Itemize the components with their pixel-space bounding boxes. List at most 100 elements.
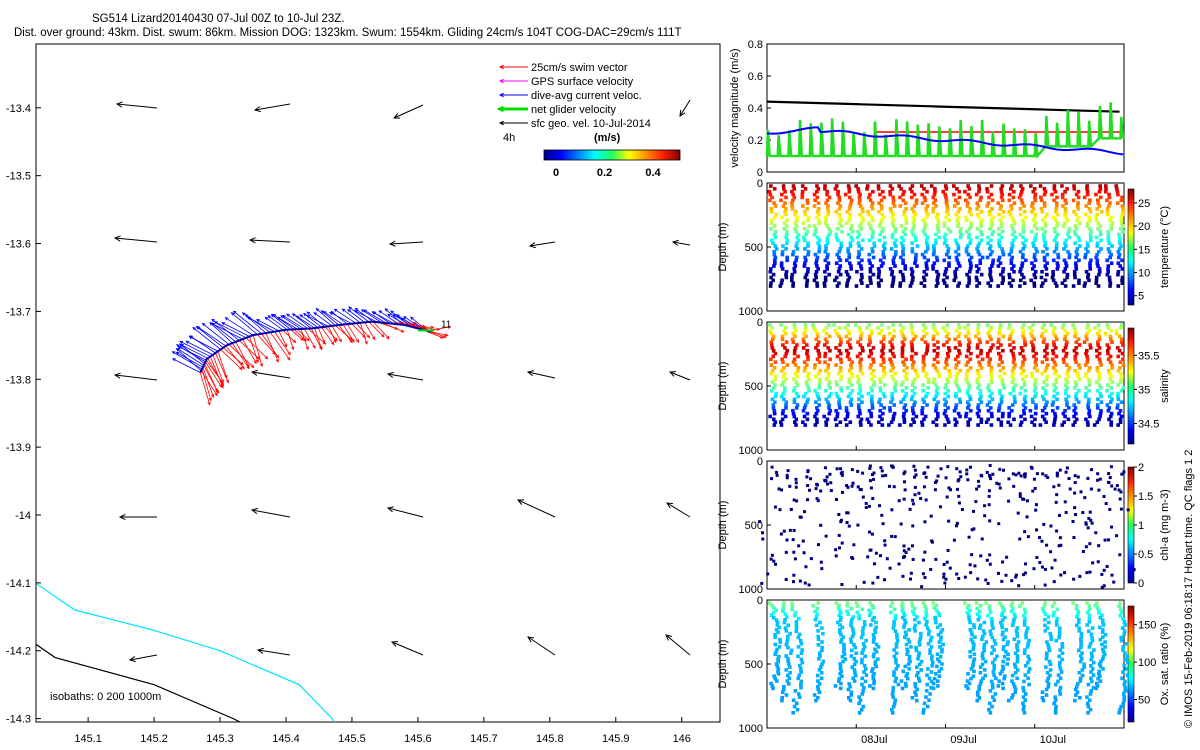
data-point bbox=[773, 676, 778, 681]
data-point bbox=[1007, 198, 1012, 203]
data-point bbox=[871, 272, 876, 277]
data-point bbox=[1123, 623, 1128, 627]
data-point bbox=[1098, 411, 1103, 416]
colorbar-tick-label: 10 bbox=[1138, 268, 1150, 280]
data-point bbox=[1055, 267, 1060, 271]
data-point bbox=[853, 323, 858, 327]
data-point bbox=[969, 264, 973, 268]
data-point bbox=[1012, 269, 1016, 274]
data-point bbox=[913, 493, 917, 497]
data-point bbox=[1117, 232, 1121, 237]
data-point bbox=[1109, 252, 1113, 257]
geostrophic-arrow bbox=[248, 237, 291, 244]
data-point bbox=[1118, 417, 1123, 422]
data-point bbox=[1096, 397, 1100, 402]
data-point bbox=[988, 464, 992, 468]
data-point bbox=[964, 215, 968, 220]
data-point bbox=[826, 323, 831, 327]
panel-x-tick-label: 08Jul bbox=[861, 734, 887, 746]
data-point bbox=[1010, 227, 1015, 231]
data-point bbox=[1083, 394, 1088, 399]
data-point bbox=[934, 394, 938, 399]
data-point bbox=[958, 400, 963, 404]
data-point bbox=[851, 629, 855, 633]
data-point bbox=[847, 261, 852, 265]
data-point bbox=[990, 198, 995, 203]
data-point bbox=[1023, 663, 1028, 668]
data-point bbox=[770, 553, 774, 557]
swim-vector bbox=[351, 323, 366, 339]
data-point bbox=[1018, 212, 1023, 217]
data-point bbox=[964, 411, 969, 416]
data-point bbox=[1107, 368, 1111, 373]
data-point bbox=[924, 331, 929, 336]
data-point bbox=[1043, 388, 1048, 393]
data-point bbox=[1020, 187, 1025, 191]
data-point bbox=[827, 383, 831, 387]
data-point bbox=[1120, 374, 1124, 379]
data-point bbox=[967, 209, 972, 214]
data-point bbox=[944, 357, 949, 362]
data-point bbox=[839, 218, 843, 223]
data-point bbox=[895, 638, 900, 643]
data-point bbox=[1020, 348, 1025, 353]
data-point bbox=[1001, 560, 1005, 564]
data-point bbox=[1057, 632, 1062, 637]
data-point bbox=[826, 363, 831, 367]
data-point bbox=[966, 603, 971, 608]
data-point bbox=[838, 247, 843, 251]
data-point bbox=[916, 676, 921, 681]
data-point bbox=[815, 612, 819, 616]
data-point bbox=[784, 212, 788, 217]
data-point bbox=[836, 606, 841, 610]
data-point bbox=[905, 671, 910, 676]
swim-vector bbox=[355, 322, 371, 339]
data-point bbox=[1098, 187, 1103, 191]
panel-y-tick-label: 0 bbox=[757, 595, 763, 607]
data-point bbox=[816, 348, 820, 353]
data-point bbox=[934, 417, 939, 422]
data-point bbox=[921, 601, 926, 605]
data-point bbox=[890, 601, 895, 605]
data-point bbox=[915, 244, 920, 248]
data-point bbox=[781, 603, 786, 608]
data-point bbox=[1001, 686, 1005, 691]
data-point bbox=[1109, 420, 1114, 424]
data-point bbox=[893, 616, 898, 621]
data-point bbox=[803, 275, 808, 280]
data-point bbox=[1017, 584, 1021, 588]
swim-vector bbox=[335, 325, 353, 341]
data-point bbox=[826, 252, 830, 257]
data-point bbox=[791, 538, 795, 542]
data-point bbox=[1074, 693, 1078, 697]
data-point bbox=[877, 284, 881, 288]
data-point bbox=[859, 635, 864, 640]
swim-vector bbox=[269, 332, 291, 361]
data-point bbox=[924, 238, 929, 243]
data-point bbox=[806, 371, 811, 376]
data-point bbox=[974, 601, 979, 605]
data-point bbox=[1060, 651, 1065, 655]
data-point bbox=[952, 538, 956, 542]
data-point bbox=[860, 607, 865, 612]
data-point bbox=[812, 192, 817, 197]
data-point bbox=[1101, 667, 1105, 671]
data-point bbox=[1102, 584, 1106, 588]
data-point bbox=[877, 238, 882, 243]
data-point bbox=[1054, 377, 1059, 382]
data-point bbox=[1100, 585, 1104, 589]
data-point bbox=[913, 334, 918, 339]
data-point bbox=[790, 189, 794, 194]
data-point bbox=[1116, 269, 1121, 274]
data-point bbox=[877, 224, 882, 228]
data-point bbox=[862, 580, 866, 584]
data-point bbox=[976, 479, 980, 483]
data-point bbox=[909, 267, 914, 271]
data-point bbox=[1018, 278, 1023, 283]
data-point bbox=[1054, 209, 1058, 214]
data-point bbox=[769, 209, 774, 214]
data-point bbox=[1101, 628, 1105, 632]
data-point bbox=[1016, 511, 1020, 515]
data-point bbox=[796, 368, 800, 373]
data-point bbox=[888, 331, 892, 336]
